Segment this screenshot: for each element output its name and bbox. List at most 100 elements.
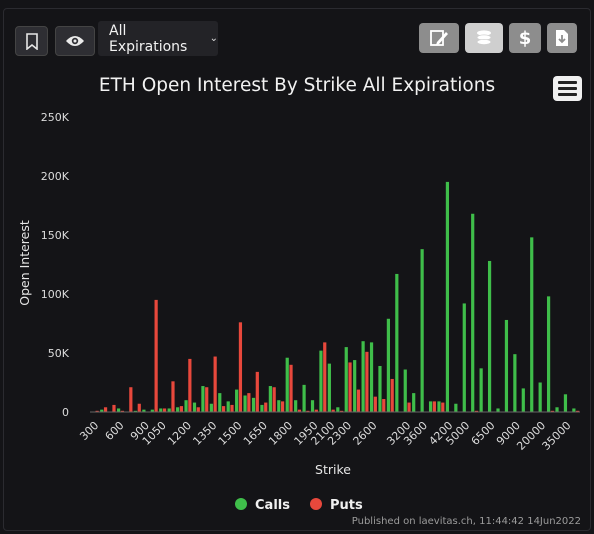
bar-calls[interactable] — [555, 407, 559, 412]
bar-calls[interactable] — [310, 400, 315, 412]
bar-calls[interactable] — [251, 397, 256, 412]
bookmark-button[interactable] — [15, 26, 48, 56]
bar-puts[interactable] — [272, 387, 276, 412]
bar-calls[interactable] — [184, 400, 188, 412]
bar-calls[interactable] — [260, 404, 264, 412]
bar-puts[interactable] — [179, 406, 184, 412]
bar-puts[interactable] — [230, 404, 234, 412]
bar-puts[interactable] — [550, 410, 554, 412]
bar-calls[interactable] — [403, 369, 407, 412]
bar-puts[interactable] — [356, 389, 361, 412]
bar-calls[interactable] — [563, 394, 568, 412]
download-button[interactable] — [547, 23, 577, 53]
bar-puts[interactable] — [323, 342, 327, 412]
bar-calls[interactable] — [302, 384, 306, 412]
bar-puts[interactable] — [255, 371, 259, 412]
bar-calls[interactable] — [277, 400, 281, 412]
bar-calls[interactable] — [100, 409, 104, 412]
bar-puts[interactable] — [297, 409, 302, 412]
bar-calls[interactable] — [150, 409, 154, 412]
bar-calls[interactable] — [201, 386, 205, 412]
bar-calls[interactable] — [117, 408, 121, 412]
bar-calls[interactable] — [437, 401, 441, 412]
bar-calls[interactable] — [167, 408, 171, 412]
edit-button[interactable] — [419, 23, 459, 53]
currency-button[interactable]: $ — [509, 23, 541, 53]
bar-puts[interactable] — [576, 410, 580, 412]
bar-calls[interactable] — [462, 303, 466, 412]
bar-puts[interactable] — [154, 299, 158, 412]
bar-calls[interactable] — [420, 249, 424, 412]
bar-calls[interactable] — [235, 389, 239, 412]
bar-puts[interactable] — [95, 410, 99, 412]
bar-calls[interactable] — [487, 260, 492, 412]
bar-calls[interactable] — [369, 342, 374, 412]
bar-calls[interactable] — [479, 368, 483, 412]
bar-calls[interactable] — [454, 403, 458, 412]
bar-calls[interactable] — [395, 273, 399, 412]
legend-puts-label[interactable]: Puts — [330, 498, 363, 513]
bar-calls[interactable] — [496, 408, 500, 412]
legend-calls-marker[interactable] — [235, 498, 247, 510]
chart-menu-button[interactable] — [553, 76, 582, 101]
bar-puts[interactable] — [238, 322, 243, 412]
bar-calls[interactable] — [209, 403, 213, 412]
bar-puts[interactable] — [221, 406, 226, 412]
bar-puts[interactable] — [247, 393, 251, 412]
coins-button[interactable] — [465, 23, 503, 53]
bar-puts[interactable] — [103, 407, 108, 412]
bar-calls[interactable] — [428, 401, 433, 412]
bar-calls[interactable] — [445, 181, 450, 412]
bar-puts[interactable] — [314, 409, 318, 412]
bar-calls[interactable] — [471, 213, 475, 412]
bar-puts[interactable] — [112, 404, 116, 412]
bar-puts[interactable] — [120, 410, 125, 412]
bar-puts[interactable] — [162, 408, 167, 412]
bar-puts[interactable] — [382, 399, 386, 412]
bar-calls[interactable] — [530, 237, 534, 412]
bar-calls[interactable] — [521, 388, 525, 412]
bar-calls[interactable] — [294, 400, 298, 412]
legend-calls-label[interactable]: Calls — [255, 498, 290, 513]
bar-calls[interactable] — [336, 407, 340, 412]
bar-puts[interactable] — [188, 358, 192, 412]
bar-puts[interactable] — [474, 410, 479, 412]
bar-puts[interactable] — [348, 362, 352, 412]
bar-puts[interactable] — [281, 401, 285, 412]
bar-calls[interactable] — [226, 401, 230, 412]
bar-calls[interactable] — [538, 382, 542, 413]
visibility-button[interactable] — [55, 26, 95, 56]
bar-puts[interactable] — [137, 403, 141, 412]
bar-calls[interactable] — [176, 407, 180, 412]
bar-puts[interactable] — [407, 402, 411, 412]
bar-puts[interactable] — [432, 401, 436, 412]
bar-puts[interactable] — [340, 410, 344, 412]
bar-calls[interactable] — [412, 393, 416, 412]
bar-calls[interactable] — [504, 319, 509, 412]
bar-puts[interactable] — [306, 410, 310, 412]
bar-calls[interactable] — [159, 408, 163, 412]
bar-puts[interactable] — [196, 407, 200, 412]
bar-calls[interactable] — [319, 350, 323, 412]
bar-calls[interactable] — [142, 409, 146, 412]
bar-calls[interactable] — [327, 363, 331, 412]
bar-calls[interactable] — [361, 341, 365, 412]
expiration-select[interactable]: All Expirations ⌄ — [98, 21, 218, 56]
bar-calls[interactable] — [572, 408, 576, 412]
bar-calls[interactable] — [546, 296, 551, 412]
bar-calls[interactable] — [386, 318, 390, 412]
bar-puts[interactable] — [171, 381, 175, 412]
bar-calls[interactable] — [513, 354, 517, 412]
bar-puts[interactable] — [373, 396, 377, 412]
bar-puts[interactable] — [365, 351, 369, 412]
legend-puts-marker[interactable] — [310, 498, 322, 510]
bar-puts[interactable] — [213, 356, 217, 412]
bar-puts[interactable] — [129, 387, 133, 412]
bar-puts[interactable] — [264, 402, 268, 412]
bar-calls[interactable] — [353, 360, 357, 412]
bar-puts[interactable] — [441, 402, 445, 412]
bar-puts[interactable] — [390, 378, 394, 412]
bar-calls[interactable] — [133, 410, 138, 412]
bar-calls[interactable] — [344, 347, 348, 412]
bar-calls[interactable] — [285, 357, 289, 412]
